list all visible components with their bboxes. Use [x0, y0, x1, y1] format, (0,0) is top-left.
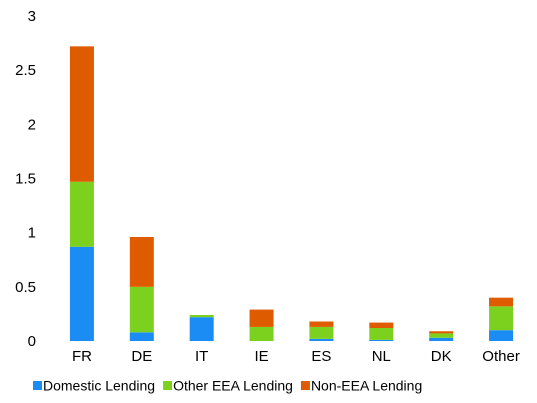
bar-segment: [69, 181, 94, 247]
bar-segment: [249, 309, 274, 327]
y-tick-label: 1: [28, 225, 36, 242]
legend-swatch: [300, 381, 310, 390]
legend-label: Domestic Lending: [43, 378, 155, 394]
bar-segment: [69, 46, 94, 182]
x-tick-label: Other: [482, 348, 520, 365]
bar-segment: [429, 333, 454, 338]
legend-swatch: [33, 381, 42, 390]
y-tick-label: 2: [28, 116, 36, 133]
x-tick-label: DK: [431, 348, 452, 365]
bar-segment: [309, 321, 334, 327]
y-tick-label: 0.5: [15, 279, 36, 296]
bar-segment: [429, 337, 454, 341]
y-tick-label: 2.5: [15, 62, 36, 79]
x-tick-label: NL: [372, 348, 391, 365]
bar-segment: [189, 317, 214, 341]
bar-segment: [489, 297, 514, 307]
bar-segment: [309, 326, 334, 339]
legend-label: Non-EEA Lending: [311, 378, 422, 394]
x-tick-label: ES: [311, 348, 331, 365]
bar-segment: [369, 339, 394, 341]
bar-segment: [189, 315, 214, 318]
bar-segment: [489, 306, 514, 331]
y-tick-label: 0: [28, 333, 36, 350]
bar-segment: [129, 332, 154, 341]
x-tick-label: FR: [72, 348, 92, 365]
y-tick-label: 1.5: [15, 170, 36, 187]
bar-segment: [309, 338, 334, 341]
bar-segment: [369, 322, 394, 328]
bar-segment: [129, 237, 154, 287]
y-tick-label: 3: [28, 8, 36, 25]
x-tick-label: IE: [254, 348, 268, 365]
bar-segment: [369, 328, 394, 340]
bar-segment: [129, 286, 154, 333]
bar-segment: [429, 331, 454, 334]
legend-swatch: [163, 381, 173, 390]
bar-segment: [249, 326, 274, 341]
bar-segment: [69, 246, 94, 341]
legend-label: Other EEA Lending: [173, 378, 293, 394]
x-tick-label: DE: [131, 348, 152, 365]
bar-segment: [489, 330, 514, 341]
x-tick-label: IT: [195, 348, 208, 365]
